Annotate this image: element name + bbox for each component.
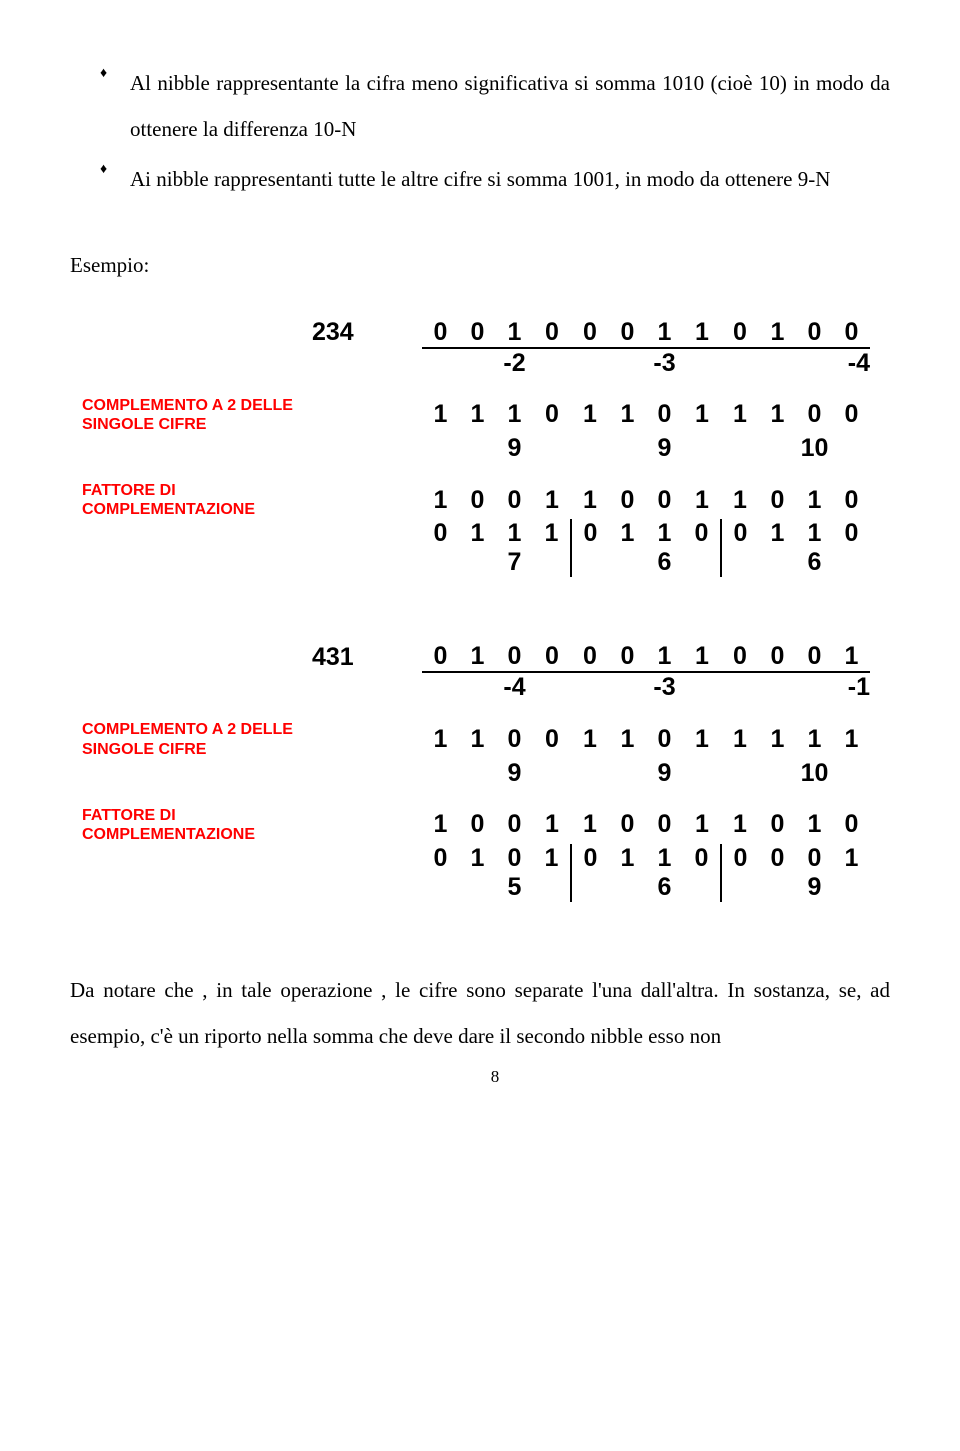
example-block-1: 234 0 0 1 0 0 0 1 1 0 1 0 0 -2 -3 -4 COM… <box>100 318 890 578</box>
page-number: 8 <box>100 1067 890 1087</box>
number-431: 431 <box>312 642 422 672</box>
bullet-list: ♦ Al nibble rappresentante la cifra meno… <box>100 60 890 203</box>
bullet-text: Ai nibble rappresentanti tutte le altre … <box>130 156 890 202</box>
label-complemento: COMPLEMENTO A 2 DELLE SINGOLE CIFRE <box>82 720 312 758</box>
footer-paragraph: Da notare che , in tale operazione , le … <box>70 967 890 1059</box>
number-234: 234 <box>312 318 422 348</box>
esempio-label: Esempio: <box>70 253 890 278</box>
label-fattore: FATTORE DI COMPLEMENTAZIONE <box>82 481 312 519</box>
label-complemento: COMPLEMENTO A 2 DELLE SINGOLE CIFRE <box>82 396 312 434</box>
example-block-2: 431 0 1 0 0 0 0 1 1 0 0 0 1 -4 -3 -1 COM… <box>100 642 890 902</box>
bullet-marker-icon: ♦ <box>100 60 130 152</box>
bullet-marker-icon: ♦ <box>100 156 130 202</box>
bullet-text: Al nibble rappresentante la cifra meno s… <box>130 60 890 152</box>
label-fattore: FATTORE DI COMPLEMENTAZIONE <box>82 806 312 844</box>
example-table-2: 431 0 1 0 0 0 0 1 1 0 0 0 1 -4 -3 -1 COM… <box>82 642 870 902</box>
bullet-item: ♦ Ai nibble rappresentanti tutte le altr… <box>100 156 890 202</box>
bullet-item: ♦ Al nibble rappresentante la cifra meno… <box>100 60 890 152</box>
example-table-1: 234 0 0 1 0 0 0 1 1 0 1 0 0 -2 -3 -4 COM… <box>82 318 870 578</box>
